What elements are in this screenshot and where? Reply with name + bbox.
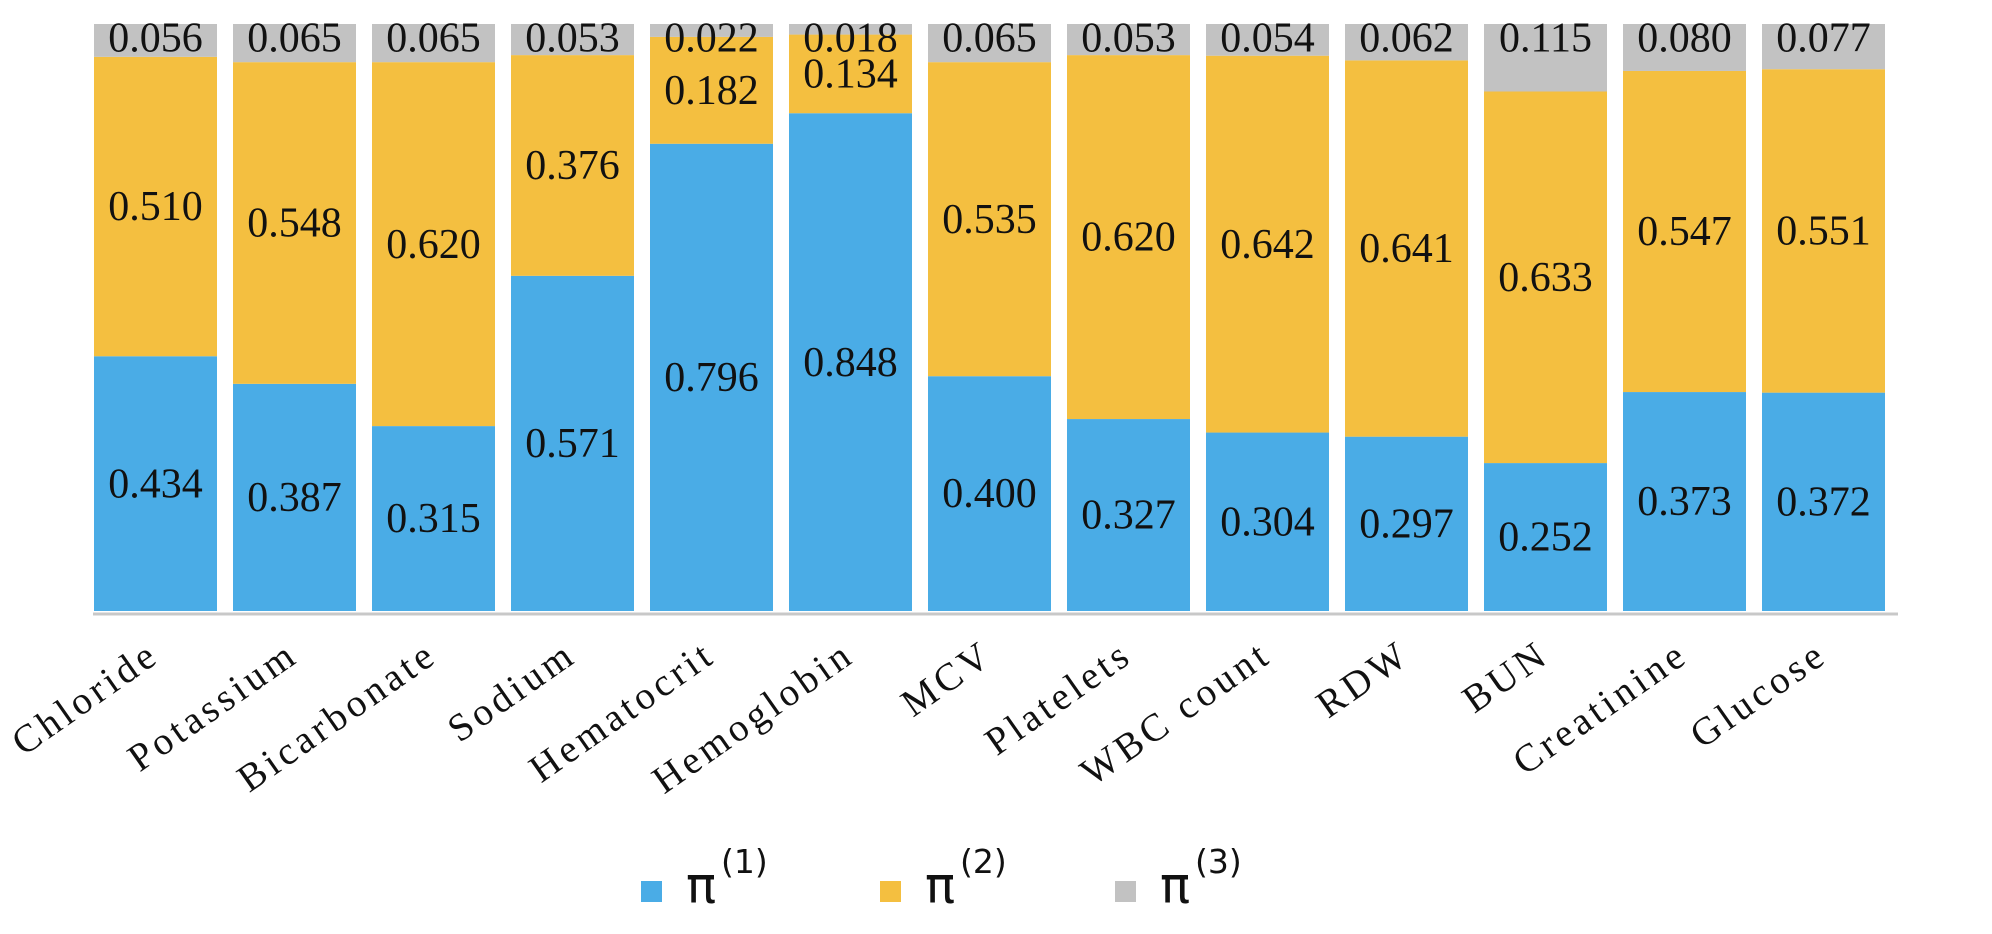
value-label-platelets-series-1: 0.327 — [1081, 493, 1176, 539]
value-label-mcv-series-2: 0.535 — [942, 197, 1037, 243]
legend-item-series-3: π (3) — [1115, 842, 1242, 915]
bar-segment-hematocrit-series-1 — [650, 143, 773, 612]
bar-segment-platelets-series-3 — [1067, 24, 1190, 56]
value-label-platelets-series-3: 0.053 — [1081, 16, 1176, 62]
bar-segment-mcv-series-1 — [928, 376, 1051, 611]
value-label-potassium-series-2: 0.548 — [247, 201, 342, 247]
bar-segment-sodium-series-3 — [511, 24, 634, 56]
bar-segment-bicarbonate-series-2 — [372, 62, 495, 427]
value-label-bun-series-3: 0.115 — [1499, 16, 1592, 62]
value-label-chloride-series-2: 0.510 — [108, 184, 203, 230]
bar-segment-bicarbonate-series-3 — [372, 24, 495, 63]
value-label-sodium-series-3: 0.053 — [525, 16, 620, 62]
bar-segment-hematocrit-series-2 — [650, 36, 773, 144]
category-label-mcv: MCV — [893, 632, 1000, 725]
value-label-chloride-series-1: 0.434 — [108, 461, 203, 507]
value-labels-layer: 0.434 0.510 0.056 0.387 0.548 0.065 0.315 0.620… — [108, 16, 1871, 561]
legend: π (1) π (2) π (3) — [641, 842, 1242, 915]
value-label-rdw-series-1: 0.297 — [1359, 501, 1454, 547]
legend-label-series-1: π — [686, 857, 716, 915]
value-label-bicarbonate-series-1: 0.315 — [386, 496, 481, 542]
bar-segment-glucose-series-2 — [1762, 69, 1885, 393]
bar-segment-potassium-series-1 — [233, 383, 356, 611]
value-label-potassium-series-1: 0.387 — [247, 475, 342, 521]
value-label-wbc-count-series-1: 0.304 — [1220, 499, 1315, 545]
bar-segment-bun-series-2 — [1484, 91, 1607, 464]
legend-label-superscript-series-1: (1) — [721, 842, 768, 881]
category-label-rdw: RDW — [1309, 632, 1418, 726]
bar-segment-wbc-count-series-1 — [1206, 432, 1329, 611]
bar-segment-chloride-series-2 — [94, 56, 217, 357]
value-label-rdw-series-3: 0.062 — [1359, 16, 1454, 62]
bar-segment-bun-series-1 — [1484, 463, 1607, 611]
bar-segment-mcv-series-2 — [928, 62, 1051, 377]
value-label-wbc-count-series-3: 0.054 — [1220, 16, 1315, 62]
category-label-glucose: Glucose — [1682, 632, 1834, 757]
legend-item-series-1: π (1) — [641, 842, 768, 915]
bars-layer — [94, 24, 1885, 612]
value-label-bicarbonate-series-3: 0.065 — [386, 16, 481, 62]
value-label-sodium-series-1: 0.571 — [525, 421, 620, 467]
value-label-hematocrit-series-3: 0.022 — [664, 16, 759, 62]
value-label-wbc-count-series-2: 0.642 — [1220, 222, 1315, 268]
value-label-hemoglobin-series-3: 0.018 — [803, 16, 898, 62]
value-label-creatinine-series-1: 0.373 — [1637, 479, 1732, 525]
legend-swatch-series-2 — [880, 881, 901, 902]
bar-segment-hemoglobin-series-3 — [789, 24, 912, 35]
bar-segment-chloride-series-3 — [94, 24, 217, 57]
value-label-glucose-series-3: 0.077 — [1776, 16, 1871, 62]
bar-segment-potassium-series-3 — [233, 24, 356, 63]
value-label-sodium-series-2: 0.376 — [525, 143, 620, 189]
value-label-hematocrit-series-1: 0.796 — [664, 355, 759, 401]
legend-item-series-2: π (2) — [880, 842, 1007, 915]
value-label-mcv-series-3: 0.065 — [942, 16, 1037, 62]
bar-segment-creatinine-series-1 — [1623, 392, 1746, 611]
category-labels-layer: ChloridePotassiumBicarbonateSodiumHemato… — [4, 632, 1835, 802]
bar-segment-hemoglobin-series-2 — [789, 34, 912, 114]
bar-segment-glucose-series-1 — [1762, 392, 1885, 611]
bar-segment-potassium-series-2 — [233, 62, 356, 384]
value-label-hemoglobin-series-2: 0.134 — [803, 52, 898, 98]
value-label-bun-series-2: 0.633 — [1498, 255, 1593, 301]
bar-segment-creatinine-series-2 — [1623, 70, 1746, 393]
category-label-bun: BUN — [1455, 632, 1557, 721]
legend-label-superscript-series-3: (3) — [1195, 842, 1242, 881]
legend-label-series-3: π — [1160, 857, 1190, 915]
bar-segment-bicarbonate-series-1 — [372, 426, 495, 611]
legend-label-superscript-series-2: (2) — [960, 842, 1007, 881]
bar-segment-bun-series-3 — [1484, 24, 1607, 92]
value-label-creatinine-series-3: 0.080 — [1637, 16, 1732, 62]
bar-segment-rdw-series-3 — [1345, 24, 1468, 61]
legend-swatch-series-3 — [1115, 881, 1136, 902]
bar-segment-hemoglobin-series-1 — [789, 113, 912, 611]
value-label-platelets-series-2: 0.620 — [1081, 215, 1176, 261]
bar-segment-platelets-series-2 — [1067, 55, 1190, 420]
value-label-mcv-series-1: 0.400 — [942, 471, 1037, 517]
bar-segment-rdw-series-2 — [1345, 60, 1468, 437]
bar-segment-sodium-series-2 — [511, 55, 634, 276]
legend-swatch-series-1 — [641, 881, 662, 902]
bar-segment-creatinine-series-3 — [1623, 24, 1746, 71]
value-label-potassium-series-3: 0.065 — [247, 16, 342, 62]
bar-segment-hematocrit-series-3 — [650, 24, 773, 37]
bar-segment-mcv-series-3 — [928, 24, 1051, 63]
value-label-chloride-series-3: 0.056 — [108, 16, 203, 62]
bar-segment-chloride-series-1 — [94, 356, 217, 611]
bar-segment-sodium-series-1 — [511, 275, 634, 611]
value-label-bicarbonate-series-2: 0.620 — [386, 222, 481, 268]
value-label-creatinine-series-2: 0.547 — [1637, 209, 1732, 255]
value-label-glucose-series-2: 0.551 — [1776, 209, 1871, 255]
legend-label-series-2: π — [925, 857, 955, 915]
value-label-rdw-series-2: 0.641 — [1359, 226, 1454, 272]
bar-segment-wbc-count-series-3 — [1206, 24, 1329, 56]
value-label-glucose-series-1: 0.372 — [1776, 479, 1871, 525]
value-label-bun-series-1: 0.252 — [1498, 515, 1593, 561]
bar-segment-glucose-series-3 — [1762, 24, 1885, 70]
value-label-hemoglobin-series-1: 0.848 — [803, 340, 898, 386]
value-label-hematocrit-series-2: 0.182 — [664, 68, 759, 114]
bar-segment-rdw-series-1 — [1345, 436, 1468, 611]
bar-segment-wbc-count-series-2 — [1206, 55, 1329, 433]
bar-segment-platelets-series-1 — [1067, 419, 1190, 611]
